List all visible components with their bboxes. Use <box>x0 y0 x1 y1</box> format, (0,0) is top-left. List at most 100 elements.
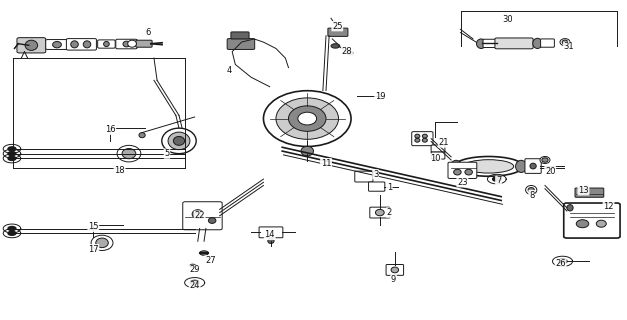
Text: 25: 25 <box>332 22 342 31</box>
Text: 12: 12 <box>603 202 614 211</box>
Text: 31: 31 <box>564 42 574 52</box>
Polygon shape <box>493 177 501 181</box>
Ellipse shape <box>267 229 275 236</box>
FancyBboxPatch shape <box>66 39 97 50</box>
Ellipse shape <box>301 146 314 156</box>
FancyBboxPatch shape <box>370 207 390 218</box>
Ellipse shape <box>477 39 486 49</box>
Text: 4: 4 <box>227 66 232 75</box>
FancyBboxPatch shape <box>46 40 68 50</box>
Ellipse shape <box>391 267 399 273</box>
Ellipse shape <box>567 204 573 211</box>
FancyBboxPatch shape <box>231 32 249 39</box>
Ellipse shape <box>173 136 184 145</box>
Text: 2: 2 <box>387 208 392 217</box>
FancyBboxPatch shape <box>182 202 222 230</box>
Text: 15: 15 <box>88 222 98 231</box>
Ellipse shape <box>91 235 113 251</box>
Text: 30: 30 <box>502 15 513 24</box>
Ellipse shape <box>530 163 536 169</box>
FancyBboxPatch shape <box>17 38 46 53</box>
FancyBboxPatch shape <box>575 188 604 197</box>
Text: 11: 11 <box>321 159 331 168</box>
Polygon shape <box>8 156 16 160</box>
FancyBboxPatch shape <box>412 132 433 146</box>
Ellipse shape <box>192 210 203 219</box>
FancyBboxPatch shape <box>448 162 477 179</box>
Ellipse shape <box>189 264 196 268</box>
Text: 22: 22 <box>194 211 205 220</box>
Ellipse shape <box>415 134 420 138</box>
Ellipse shape <box>103 42 109 47</box>
Ellipse shape <box>423 138 428 142</box>
Ellipse shape <box>168 132 190 150</box>
Ellipse shape <box>139 132 145 138</box>
FancyBboxPatch shape <box>369 182 385 191</box>
Ellipse shape <box>96 238 108 248</box>
Ellipse shape <box>560 39 570 46</box>
Polygon shape <box>558 259 567 264</box>
Text: 9: 9 <box>391 275 396 284</box>
FancyBboxPatch shape <box>227 39 255 50</box>
Ellipse shape <box>358 173 367 180</box>
Ellipse shape <box>540 156 550 164</box>
Ellipse shape <box>542 158 548 162</box>
Ellipse shape <box>455 156 523 176</box>
Ellipse shape <box>451 160 461 172</box>
Polygon shape <box>8 152 16 156</box>
FancyBboxPatch shape <box>540 39 554 47</box>
Ellipse shape <box>576 220 589 228</box>
Text: 27: 27 <box>205 256 216 265</box>
Ellipse shape <box>533 38 542 49</box>
Ellipse shape <box>347 51 353 55</box>
FancyBboxPatch shape <box>328 28 348 36</box>
FancyBboxPatch shape <box>431 152 445 159</box>
Ellipse shape <box>268 238 274 244</box>
Text: 20: 20 <box>545 167 556 176</box>
Ellipse shape <box>415 138 420 142</box>
Polygon shape <box>8 227 16 230</box>
Text: 1: 1 <box>387 183 392 192</box>
FancyBboxPatch shape <box>483 39 497 48</box>
Ellipse shape <box>123 41 130 47</box>
FancyBboxPatch shape <box>564 203 620 238</box>
FancyBboxPatch shape <box>355 171 373 182</box>
Ellipse shape <box>525 186 537 195</box>
FancyBboxPatch shape <box>495 38 533 49</box>
Text: 6: 6 <box>145 28 150 37</box>
Polygon shape <box>8 231 16 235</box>
FancyBboxPatch shape <box>386 265 404 275</box>
Ellipse shape <box>515 160 527 172</box>
Ellipse shape <box>528 188 534 192</box>
Ellipse shape <box>371 184 379 190</box>
Ellipse shape <box>83 41 91 48</box>
Text: 29: 29 <box>189 265 200 275</box>
Ellipse shape <box>596 220 606 227</box>
Ellipse shape <box>463 160 514 173</box>
Ellipse shape <box>128 40 137 47</box>
Text: 23: 23 <box>457 178 468 187</box>
Text: 3: 3 <box>373 170 378 179</box>
Ellipse shape <box>199 251 208 255</box>
Text: 28: 28 <box>342 47 352 56</box>
Text: 16: 16 <box>105 125 115 134</box>
Ellipse shape <box>331 44 340 48</box>
FancyBboxPatch shape <box>116 39 137 49</box>
Text: 19: 19 <box>375 92 386 101</box>
Text: 21: 21 <box>438 138 449 147</box>
Ellipse shape <box>527 187 535 193</box>
Ellipse shape <box>276 98 339 139</box>
Ellipse shape <box>25 40 38 50</box>
Ellipse shape <box>454 169 461 175</box>
Ellipse shape <box>298 112 317 125</box>
Ellipse shape <box>53 42 61 48</box>
Ellipse shape <box>423 134 428 138</box>
FancyBboxPatch shape <box>98 40 115 48</box>
FancyBboxPatch shape <box>525 159 541 173</box>
Ellipse shape <box>162 128 196 154</box>
Text: 13: 13 <box>578 186 589 195</box>
FancyBboxPatch shape <box>136 40 152 47</box>
Text: 26: 26 <box>556 259 566 268</box>
FancyBboxPatch shape <box>431 145 445 152</box>
Ellipse shape <box>71 41 78 48</box>
